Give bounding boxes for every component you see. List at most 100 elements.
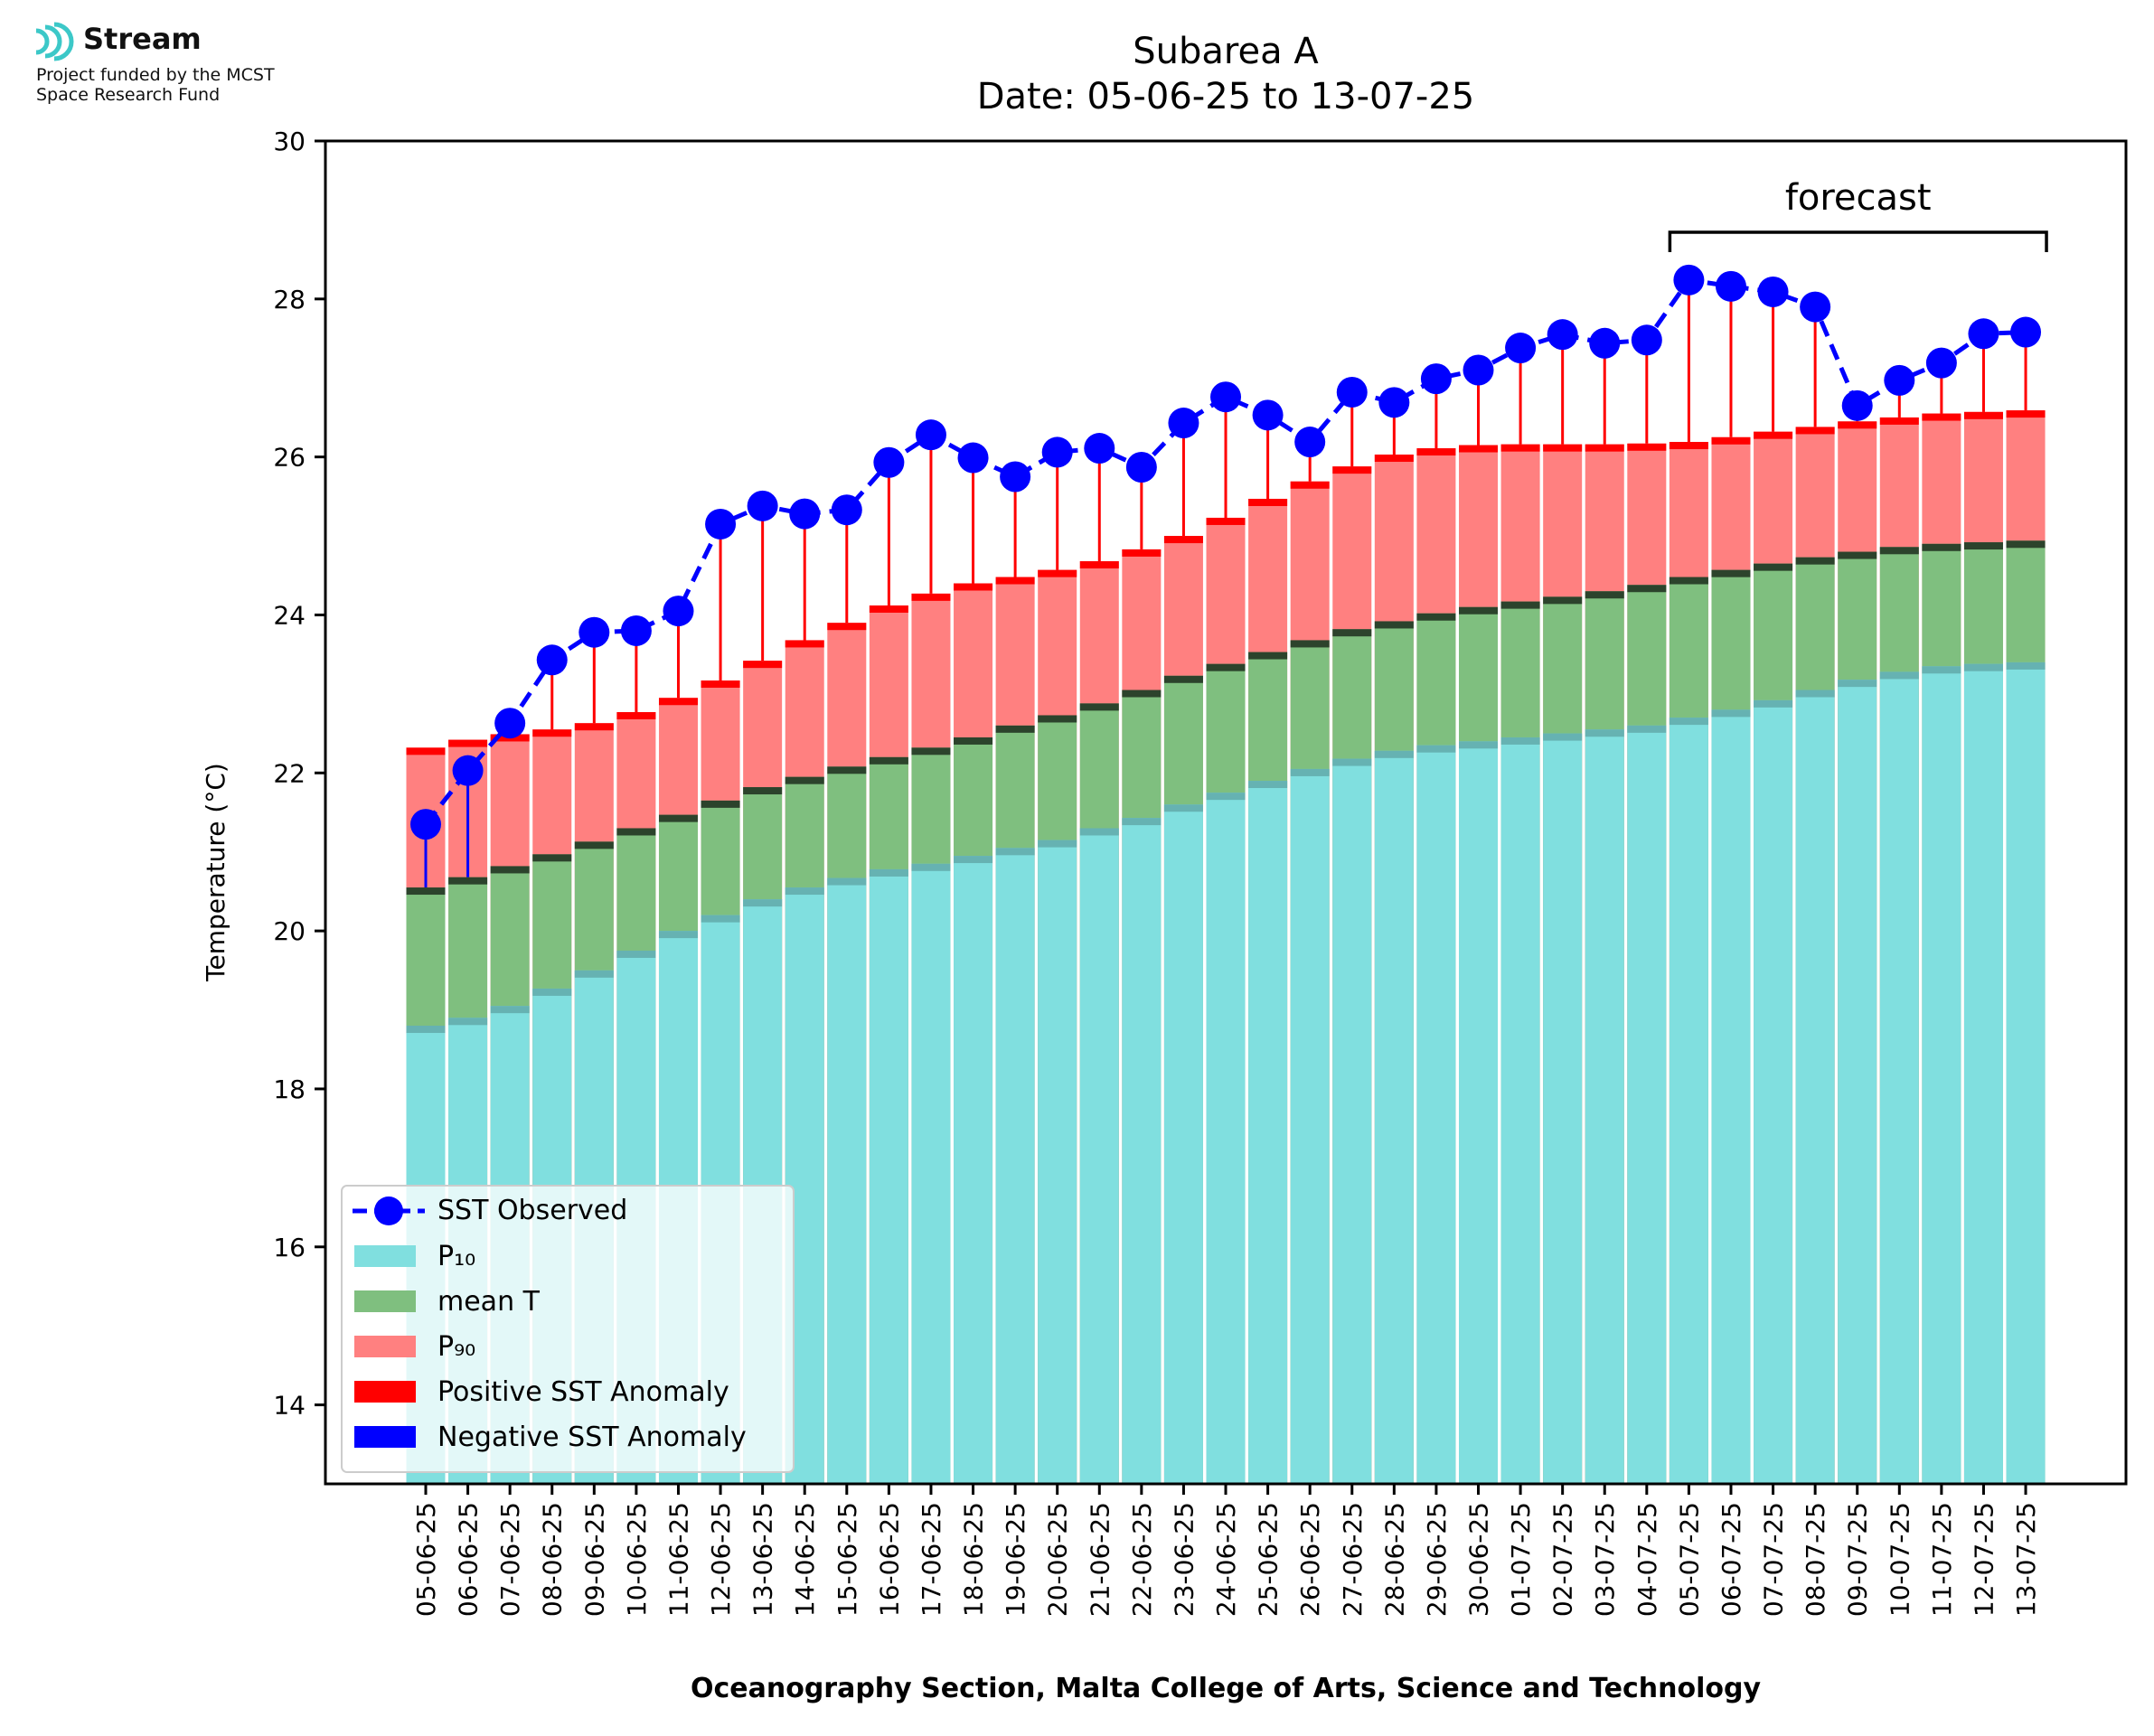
bar-p10 (1079, 828, 1119, 1484)
cap-p10 (1332, 758, 1372, 766)
observed-point (1968, 318, 1999, 350)
legend-label-p90: P₉₀ (437, 1331, 475, 1363)
observed-point (663, 596, 694, 627)
x-tick-label: 19-06-25 (1001, 1502, 1030, 1617)
cap-mean (616, 828, 656, 836)
x-tick-label: 18-06-25 (959, 1502, 989, 1617)
observed-point (410, 809, 441, 840)
observed-point (915, 419, 946, 451)
cap-mean (574, 841, 614, 849)
cap-p10 (1206, 793, 1246, 801)
cap-p90 (1711, 436, 1751, 445)
bar-p10 (1879, 671, 1919, 1484)
bar-p10 (1963, 663, 2003, 1484)
cap-p90 (2006, 410, 2046, 418)
observed-point (1631, 324, 1662, 356)
cap-mean (1248, 652, 1288, 660)
cap-p90 (995, 577, 1035, 585)
y-axis-label: Temperature (°C) (201, 763, 230, 982)
cap-p90 (869, 605, 908, 613)
y-tick-label: 18 (273, 1074, 306, 1104)
observed-point (1841, 389, 1873, 421)
x-tick-label: 03-07-25 (1590, 1502, 1620, 1617)
x-tick-label: 13-07-25 (2011, 1502, 2041, 1617)
cap-mean (1332, 629, 1372, 637)
cap-mean (406, 887, 446, 896)
cap-mean (1963, 542, 2003, 550)
cap-p10 (658, 931, 698, 939)
cap-mean (1669, 577, 1708, 585)
observed-point (1336, 376, 1368, 408)
x-tick-label: 08-06-25 (538, 1502, 568, 1617)
observed-point (1252, 399, 1284, 431)
cap-p90 (1122, 549, 1162, 557)
observed-point (1547, 319, 1578, 351)
cap-p90 (1879, 417, 1919, 425)
x-tick-label: 06-06-25 (454, 1502, 484, 1617)
cap-mean (2006, 540, 2046, 549)
cap-p90 (1079, 561, 1119, 569)
bar-p10 (1795, 690, 1835, 1484)
cap-mean (827, 766, 867, 774)
cap-p10 (532, 988, 572, 996)
y-tick-label: 28 (273, 285, 306, 314)
cap-mean (785, 776, 824, 784)
bar-p10 (1669, 718, 1708, 1484)
y-tick-label: 26 (273, 443, 306, 473)
x-tick-label: 07-06-25 (495, 1502, 525, 1617)
cap-p90 (1248, 498, 1288, 506)
x-tick-label: 23-06-25 (1169, 1502, 1199, 1617)
y-tick-label: 22 (273, 758, 306, 788)
x-tick-label: 12-06-25 (706, 1502, 736, 1617)
observed-point (2010, 316, 2042, 348)
cap-p90 (743, 661, 783, 669)
x-tick-label: 04-07-25 (1632, 1502, 1662, 1617)
cap-p90 (532, 729, 572, 737)
observed-point (1125, 452, 1157, 483)
cap-p10 (1711, 709, 1751, 718)
cap-mean (995, 725, 1035, 733)
cap-p10 (1963, 663, 2003, 671)
logo-funding-line-1: Project funded by the MCST (36, 65, 275, 85)
x-tick-label: 22-06-25 (1127, 1502, 1157, 1617)
x-tick-label: 16-06-25 (874, 1502, 904, 1617)
observed-point (705, 508, 737, 540)
cap-mean (1122, 690, 1162, 698)
bar-p10 (1543, 733, 1583, 1484)
cap-p90 (406, 747, 446, 755)
observed-point (831, 494, 862, 526)
cap-mean (1838, 551, 1877, 559)
cap-p90 (1290, 481, 1330, 489)
observed-point (1757, 276, 1789, 307)
cap-mean (1711, 569, 1751, 577)
observed-point (1925, 347, 1957, 379)
cap-p90 (1669, 442, 1708, 450)
x-tick-label: 20-06-25 (1043, 1502, 1073, 1617)
x-tick-label: 01-07-25 (1506, 1502, 1536, 1617)
legend-swatch-observed-marker (374, 1196, 403, 1225)
cap-p10 (1416, 745, 1456, 753)
cap-p90 (1838, 421, 1877, 429)
x-tick-label: 05-07-25 (1674, 1502, 1704, 1617)
cap-p10 (1922, 666, 1961, 674)
observed-point (1420, 363, 1452, 395)
x-tick-label: 02-07-25 (1548, 1502, 1578, 1617)
bar-p10 (2006, 662, 2046, 1484)
cap-mean (1627, 585, 1667, 593)
cap-p10 (1122, 818, 1162, 826)
x-tick-label: 06-07-25 (1717, 1502, 1746, 1617)
cap-p10 (1838, 680, 1877, 688)
observed-point (1589, 327, 1621, 359)
x-tick-label: 14-06-25 (790, 1502, 820, 1617)
y-tick-label: 14 (273, 1391, 306, 1421)
cap-mean (1879, 547, 1919, 555)
forecast-label: forecast (1785, 177, 1932, 219)
x-tick-label: 10-06-25 (622, 1502, 652, 1617)
cap-p90 (954, 583, 993, 591)
cap-mean (532, 854, 572, 862)
observed-point (536, 644, 568, 676)
cap-mean (1922, 543, 1961, 551)
cap-p90 (1163, 536, 1203, 544)
bar-p10 (1922, 666, 1961, 1484)
cap-p10 (785, 887, 824, 896)
